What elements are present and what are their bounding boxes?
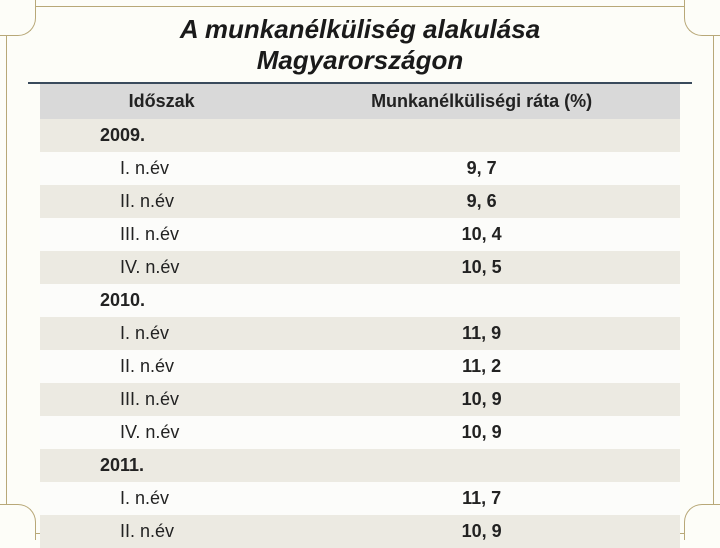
unemployment-table: Időszak Munkanélküliségi ráta (%) 2009.I… [40,84,680,548]
table-row: I. n.év11, 7 [40,482,680,515]
rate-cell: 10, 9 [283,383,680,416]
rate-cell: 11, 2 [283,350,680,383]
period-cell: II. n.év [40,515,283,548]
year-cell: 2011. [40,449,283,482]
rate-cell [283,449,680,482]
col-header-rate: Munkanélküliségi ráta (%) [283,84,680,119]
period-cell: III. n.év [40,383,283,416]
rate-cell: 10, 9 [283,515,680,548]
rate-cell: 11, 9 [283,317,680,350]
year-cell: 2010. [40,284,283,317]
rate-cell: 9, 6 [283,185,680,218]
period-cell: II. n.év [40,350,283,383]
table-header-row: Időszak Munkanélküliségi ráta (%) [40,84,680,119]
table-row: II. n.év11, 2 [40,350,680,383]
slide-content: A munkanélküliség alakulása Magyarország… [28,14,692,526]
rate-cell: 9, 7 [283,152,680,185]
rate-cell: 11, 7 [283,482,680,515]
table-row: I. n.év9, 7 [40,152,680,185]
period-cell: IV. n.év [40,251,283,284]
table-row: IV. n.év10, 9 [40,416,680,449]
slide-title: A munkanélküliség alakulása Magyarország… [28,14,692,84]
title-line-1: A munkanélküliség alakulása [180,14,540,44]
table-row: III. n.év10, 4 [40,218,680,251]
table-row: 2010. [40,284,680,317]
rate-cell: 10, 9 [283,416,680,449]
period-cell: I. n.év [40,317,283,350]
rate-cell [283,284,680,317]
table-row: III. n.év10, 9 [40,383,680,416]
year-cell: 2009. [40,119,283,152]
period-cell: III. n.év [40,218,283,251]
table-row: 2011. [40,449,680,482]
table-row: II. n.év10, 9 [40,515,680,548]
rate-cell: 10, 4 [283,218,680,251]
title-line-2: Magyarországon [257,45,464,75]
period-cell: I. n.év [40,482,283,515]
period-cell: II. n.év [40,185,283,218]
rate-cell: 10, 5 [283,251,680,284]
col-header-period: Időszak [40,84,283,119]
table-row: II. n.év9, 6 [40,185,680,218]
table-row: I. n.év11, 9 [40,317,680,350]
table-row: IV. n.év10, 5 [40,251,680,284]
period-cell: I. n.év [40,152,283,185]
table-row: 2009. [40,119,680,152]
period-cell: IV. n.év [40,416,283,449]
rate-cell [283,119,680,152]
